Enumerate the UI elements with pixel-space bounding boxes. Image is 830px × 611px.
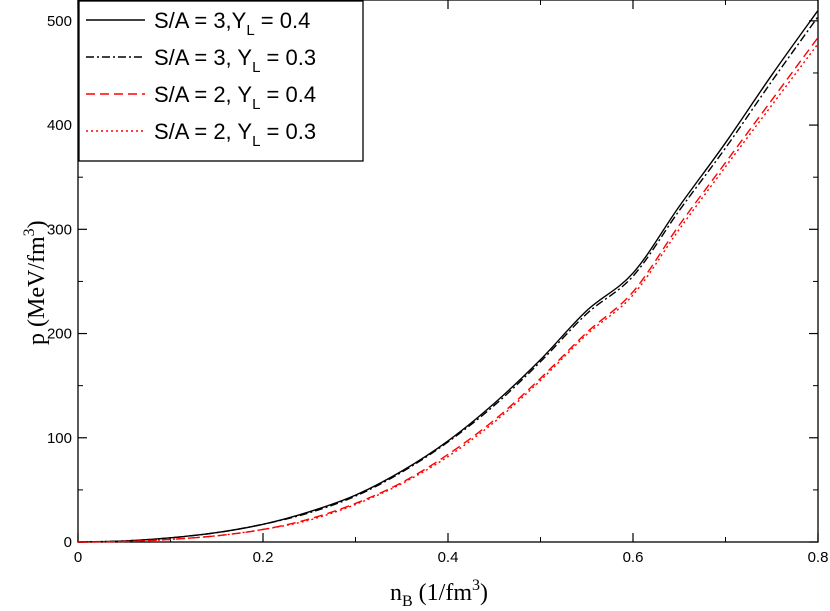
y-axis-title-sup: 3	[21, 228, 38, 236]
x-tick-label: 0	[74, 549, 82, 566]
legend-label-sub: L	[252, 133, 260, 150]
legend-label-sub: L	[246, 22, 254, 39]
x-tick-label: 0.6	[623, 549, 644, 566]
x-axis-title-end: )	[480, 580, 488, 606]
y-tick-label: 500	[47, 13, 72, 30]
legend-label-sub: L	[252, 96, 260, 113]
y-axis-title: p (MeV/fm3)	[21, 220, 50, 345]
series-line-2	[77, 16, 819, 543]
x-tick-label: 0.4	[438, 549, 459, 566]
legend-label-3: S/A = 2, YL = 0.4	[154, 82, 316, 113]
legend: S/A = 3,YL = 0.4S/A = 3, YL = 0.3S/A = 2…	[78, 0, 364, 162]
axis-ticks: 0 0.2 0.4 0.6 0.8 0 100 200 300 400 500	[47, 0, 828, 566]
y-tick-label: 0	[64, 534, 72, 551]
x-axis-title-sub: B	[402, 593, 413, 610]
legend-label-end: = 0.4	[260, 82, 316, 107]
x-tick-label: 0.8	[808, 549, 829, 566]
x-tick-label: 0.2	[253, 549, 274, 566]
legend-label-end: = 0.4	[255, 8, 311, 33]
x-axis-title: nB (1/fm3)	[390, 577, 488, 610]
series-line-4	[77, 43, 819, 543]
legend-label-sub: L	[252, 59, 260, 76]
legend-box	[78, 0, 364, 162]
legend-label-main: S/A = 2, Y	[154, 119, 252, 144]
x-axis-title-mid: (1/fm	[413, 580, 473, 606]
y-tick-label: 300	[47, 221, 72, 238]
y-tick-label: 100	[47, 430, 72, 447]
legend-label-2: S/A = 3, YL = 0.3	[154, 45, 316, 76]
legend-label-main: S/A = 2, Y	[154, 82, 252, 107]
legend-label-end: = 0.3	[260, 119, 316, 144]
x-axis-title-main: n	[390, 580, 402, 606]
x-axis-title-sup: 3	[472, 577, 480, 594]
legend-label-main: S/A = 3,Y	[154, 8, 247, 33]
y-tick-label: 200	[47, 326, 72, 343]
y-tick-label: 400	[47, 117, 72, 134]
legend-label-main: S/A = 3, Y	[154, 45, 252, 70]
legend-label-end: = 0.3	[260, 45, 316, 70]
y-axis-title-main: p (MeV/fm	[24, 236, 50, 345]
series-group	[77, 10, 819, 543]
legend-label-1: S/A = 3,YL = 0.4	[154, 8, 310, 39]
y-axis-title-end: )	[24, 220, 50, 228]
legend-label-4: S/A = 2, YL = 0.3	[154, 119, 316, 150]
